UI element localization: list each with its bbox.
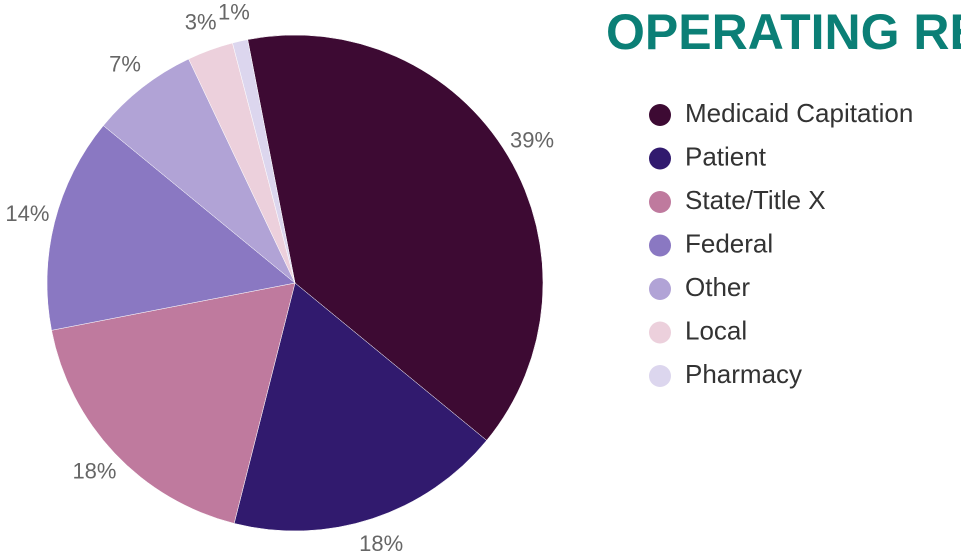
data-label: 1% bbox=[218, 0, 250, 25]
data-label: 18% bbox=[359, 531, 403, 556]
pie-slice bbox=[103, 58, 296, 284]
legend-label: Other bbox=[685, 272, 750, 302]
legend-label: Patient bbox=[685, 141, 767, 171]
pie-slice bbox=[232, 39, 296, 284]
pie-slice bbox=[46, 125, 296, 331]
legend-swatch bbox=[649, 104, 671, 126]
data-label: 18% bbox=[72, 458, 116, 483]
legend-swatch bbox=[649, 321, 671, 344]
pie-slice bbox=[233, 282, 487, 532]
legend-swatch bbox=[649, 191, 671, 213]
pie-slice bbox=[51, 282, 296, 524]
chart-title: OPERATING REVENUE bbox=[606, 4, 961, 60]
legend-label: Local bbox=[685, 315, 747, 345]
legend-swatch bbox=[649, 365, 671, 387]
legend-label: Medicaid Capitation bbox=[685, 98, 913, 128]
legend-label: Federal bbox=[685, 228, 773, 258]
legend-label: State/Title X bbox=[685, 185, 826, 215]
legend-swatch bbox=[649, 234, 671, 257]
legend-swatch bbox=[649, 278, 671, 300]
data-label: 14% bbox=[5, 201, 49, 226]
data-label: 3% bbox=[185, 9, 217, 34]
data-label: 7% bbox=[109, 51, 141, 76]
legend-swatch bbox=[649, 147, 671, 170]
pie-slice bbox=[247, 34, 544, 441]
data-label: 39% bbox=[510, 127, 554, 152]
legend-label: Pharmacy bbox=[685, 359, 802, 389]
